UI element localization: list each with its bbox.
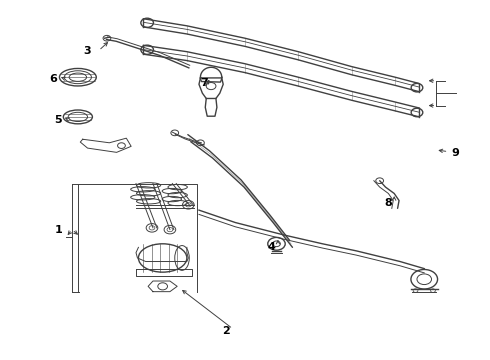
Text: 5: 5 [55,115,62,125]
Text: 7: 7 [200,77,208,87]
Text: 3: 3 [84,46,91,56]
Text: 8: 8 [384,198,392,208]
Text: 9: 9 [452,148,460,158]
Text: 4: 4 [268,242,275,252]
Text: 6: 6 [49,74,58,84]
Text: 2: 2 [222,326,229,336]
Text: 1: 1 [54,225,62,235]
